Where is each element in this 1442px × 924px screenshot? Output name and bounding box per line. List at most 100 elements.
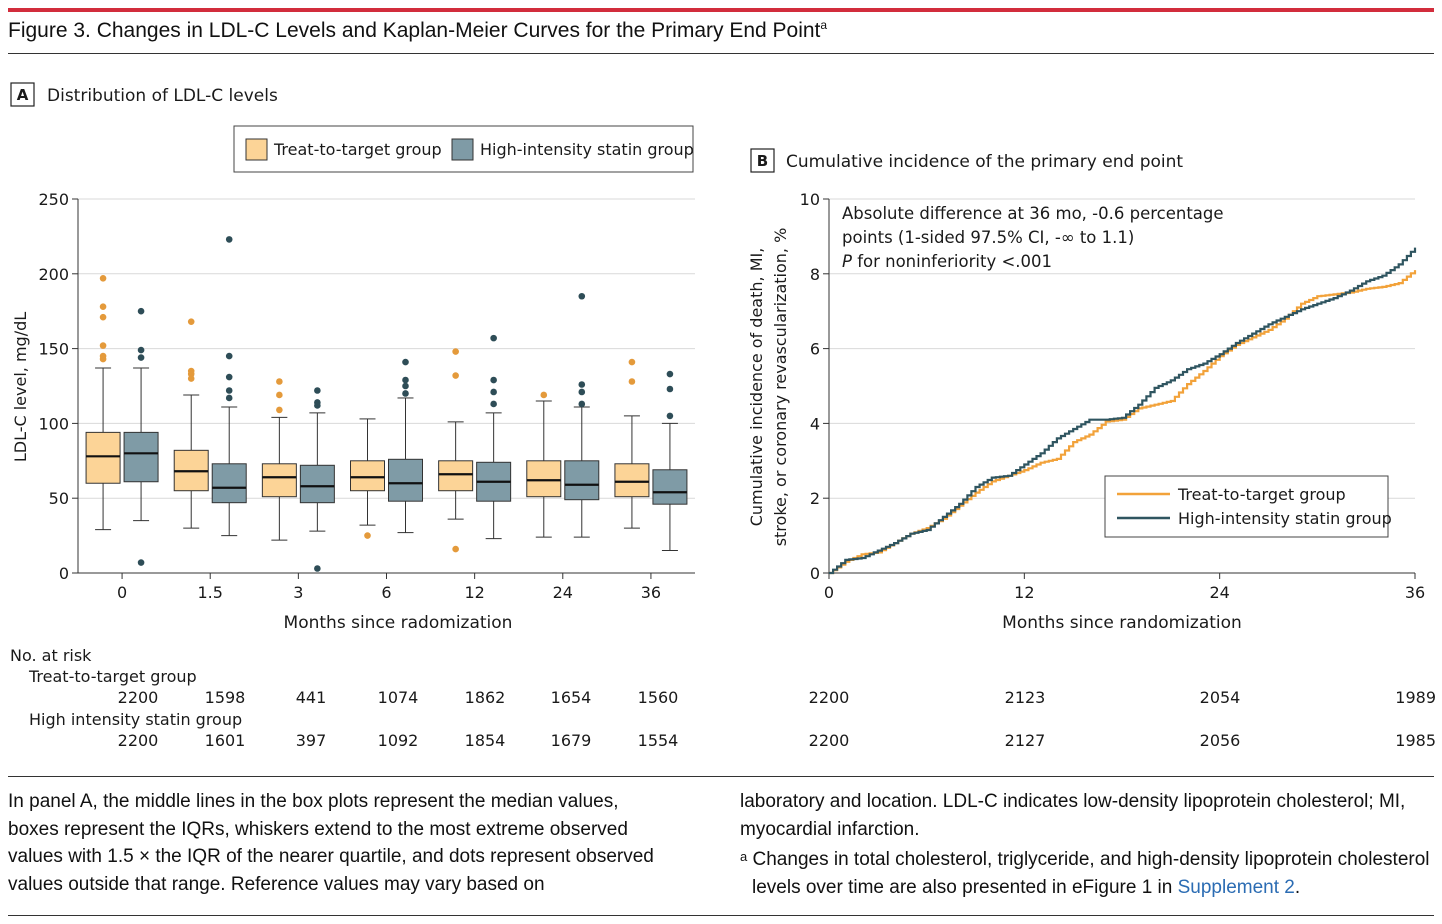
box-outlier-dot <box>225 236 233 243</box>
at-risk-group-label-high: High intensity statin group <box>29 710 243 729</box>
footnote-rule-top <box>8 776 1434 777</box>
box-outlier-dot <box>276 378 283 385</box>
panel-a-title: Distribution of LDL-C levels <box>47 86 278 106</box>
box-iqr <box>85 431 121 484</box>
supplement-link[interactable]: Supplement 2 <box>1177 876 1295 898</box>
legend-b-label-high: High-intensity statin group <box>1178 509 1392 528</box>
box-outlier-dot <box>578 400 586 408</box>
box-outlier-dot <box>276 391 283 399</box>
box-iqr <box>299 464 335 504</box>
box-outlier-dot <box>578 292 586 300</box>
panel-a-x-axis-label: Months since radomization <box>284 613 513 633</box>
box-outlier-dot <box>402 382 409 390</box>
panel-a-letter-box <box>10 82 35 107</box>
panel-a-y-axis-label: LDL-C level, mg/dL <box>11 312 30 462</box>
panel-a-y-tick-label: 0 <box>59 564 69 583</box>
title-rule <box>8 53 1434 54</box>
box-outlier-dot <box>99 342 107 349</box>
box-outlier-dot <box>314 387 321 394</box>
legend-label-treat: Treat-to-target group <box>273 140 442 159</box>
panel-a-x-tick-label: 0 <box>117 583 127 602</box>
panel-a-x-tick-label: 12 <box>464 583 484 602</box>
box-outlier-dot <box>578 381 586 388</box>
box-outlier-dot <box>187 375 195 382</box>
at-risk-value-b: 2200 <box>808 731 850 750</box>
panel-b-title: Cumulative incidence of the primary end … <box>786 152 1183 172</box>
box-outlier-dot <box>490 388 497 396</box>
box-outlier-dot <box>99 355 107 363</box>
panel-a-x-tick-label: 1.5 <box>197 583 222 602</box>
panel-a-x-tick-label: 3 <box>293 583 303 602</box>
box-outlier-dot <box>666 412 674 420</box>
figure-title: Figure 3. Changes in LDL-C Levels and Ka… <box>8 18 828 42</box>
legend-b-label-treat: Treat-to-target group <box>1177 485 1346 504</box>
panel-b-x-tick-label: 24 <box>1209 583 1229 602</box>
at-risk-value-a: 2200 <box>117 731 159 750</box>
footnote-note-marker: a <box>740 849 748 864</box>
box-outlier-dot <box>225 394 233 402</box>
box-outlier-dot <box>225 352 233 360</box>
at-risk-value-a: 397 <box>295 731 327 750</box>
at-risk-value-a: 1092 <box>377 731 419 750</box>
footnote-note-text: Changes in total cholesterol, triglyceri… <box>752 849 1430 898</box>
box-outlier-dot <box>314 402 321 409</box>
at-risk-value-a: 1560 <box>637 688 679 707</box>
panel-b-annotation-line1: Absolute difference at 36 mo, -0.6 perce… <box>842 204 1224 223</box>
panel-a-x-tick-label: 36 <box>641 583 661 602</box>
box-outlier-dot <box>490 334 497 342</box>
panel-b-y-axis-label-line1: Cumulative incidence of death, MI, <box>747 248 766 527</box>
panel-b-y-tick-label: 2 <box>810 489 820 508</box>
box-outlier-dot <box>137 346 145 354</box>
box-outlier-dot <box>137 559 145 566</box>
panel-a-y-tick-label: 200 <box>38 265 69 284</box>
at-risk-value-a: 1598 <box>204 688 246 707</box>
box-iqr <box>261 463 297 498</box>
at-risk-value-b: 1985 <box>1395 731 1436 750</box>
at-risk-group-label-treat: Treat-to-target group <box>29 667 197 686</box>
box-outlier-dot <box>540 391 548 399</box>
at-risk-value-a: 1554 <box>637 731 679 750</box>
box-outlier-dot <box>99 303 107 311</box>
at-risk-value-a: 1854 <box>464 731 506 750</box>
at-risk-value-b: 2200 <box>808 688 850 707</box>
panel-b-x-tick-label: 0 <box>824 583 834 602</box>
at-risk-value-a: 1074 <box>377 688 419 707</box>
at-risk-value-a: 1679 <box>550 731 592 750</box>
panel-a-y-tick-label: 150 <box>38 340 69 359</box>
panel-b-x-tick-label: 12 <box>1014 583 1034 602</box>
footnote-left: In panel A, the middle lines in the box … <box>8 788 668 898</box>
box-outlier-dot <box>666 370 674 378</box>
box-outlier-dot <box>666 385 674 393</box>
panel-b-y-tick-label: 10 <box>800 190 820 209</box>
at-risk-value-b: 2056 <box>1199 731 1241 750</box>
panel-a-letter: A <box>17 86 29 104</box>
at-risk-value-b: 2123 <box>1004 688 1046 707</box>
box-outlier-dot <box>628 378 636 385</box>
panel-b-y-axis-label-line2: stroke, or coronary revascularization, % <box>771 228 790 547</box>
box-outlier-dot <box>187 318 195 325</box>
box-iqr <box>438 460 474 492</box>
panel-a-y-tick-label: 250 <box>38 190 69 209</box>
panel-b-letter-box <box>750 148 775 173</box>
box-outlier-dot <box>402 376 409 384</box>
at-risk-value-b: 2054 <box>1199 688 1241 707</box>
panel-b-y-tick-label: 6 <box>810 340 820 359</box>
at-risk-header: No. at risk <box>10 646 92 665</box>
box-outlier-dot <box>490 376 497 384</box>
legend-swatch-treat <box>245 138 268 161</box>
box-outlier-dot <box>225 387 233 394</box>
panel-b-y-tick-label: 4 <box>810 414 820 433</box>
at-risk-value-b: 1989 <box>1395 688 1436 707</box>
panel-b-y-tick-label: 8 <box>810 265 820 284</box>
panel-a-x-tick-label: 24 <box>553 583 573 602</box>
at-risk-value-a: 1862 <box>464 688 506 707</box>
footnote-left-text: In panel A, the middle lines in the box … <box>8 791 654 895</box>
box-outlier-dot <box>452 372 459 379</box>
footnote-note: a Changes in total cholesterol, triglyce… <box>740 843 1430 901</box>
box-outlier-dot <box>99 313 107 321</box>
panel-b-legend <box>1104 475 1389 538</box>
panel-a-x-tick-label: 6 <box>381 583 391 602</box>
box-iqr <box>652 469 688 505</box>
